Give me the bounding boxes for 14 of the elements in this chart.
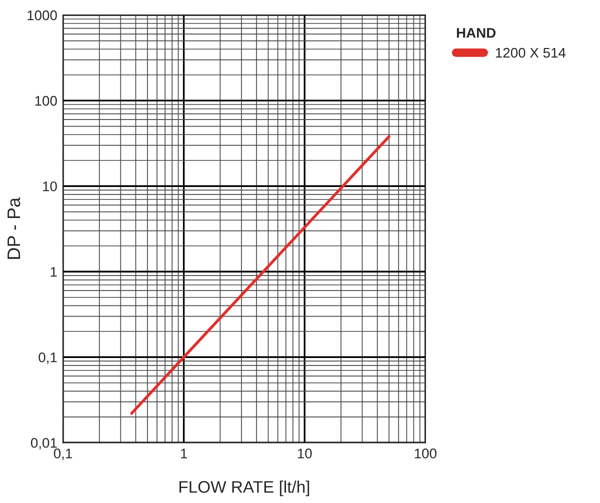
x-tick-label: 100 [414, 448, 436, 458]
x-tick-label: 1 [180, 448, 187, 458]
legend-label: 1200 X 514 [496, 48, 566, 58]
legend-title: HAND [456, 28, 496, 38]
y-tick-label: 0,01 [30, 438, 57, 450]
y-axis-title: DP - Pa [8, 197, 20, 259]
x-axis-title: FLOW RATE [lt/h] [180, 480, 310, 496]
x-tick-label: 10 [298, 448, 312, 458]
y-tick-label: 10 [43, 181, 57, 192]
y-tick-label: 1000 [28, 10, 57, 20]
y-tick-label: 100 [35, 96, 57, 106]
y-tick-label: 0,1 [38, 352, 57, 364]
x-tick-label: 0,1 [54, 448, 72, 460]
y-tick-label: 1 [50, 267, 57, 277]
